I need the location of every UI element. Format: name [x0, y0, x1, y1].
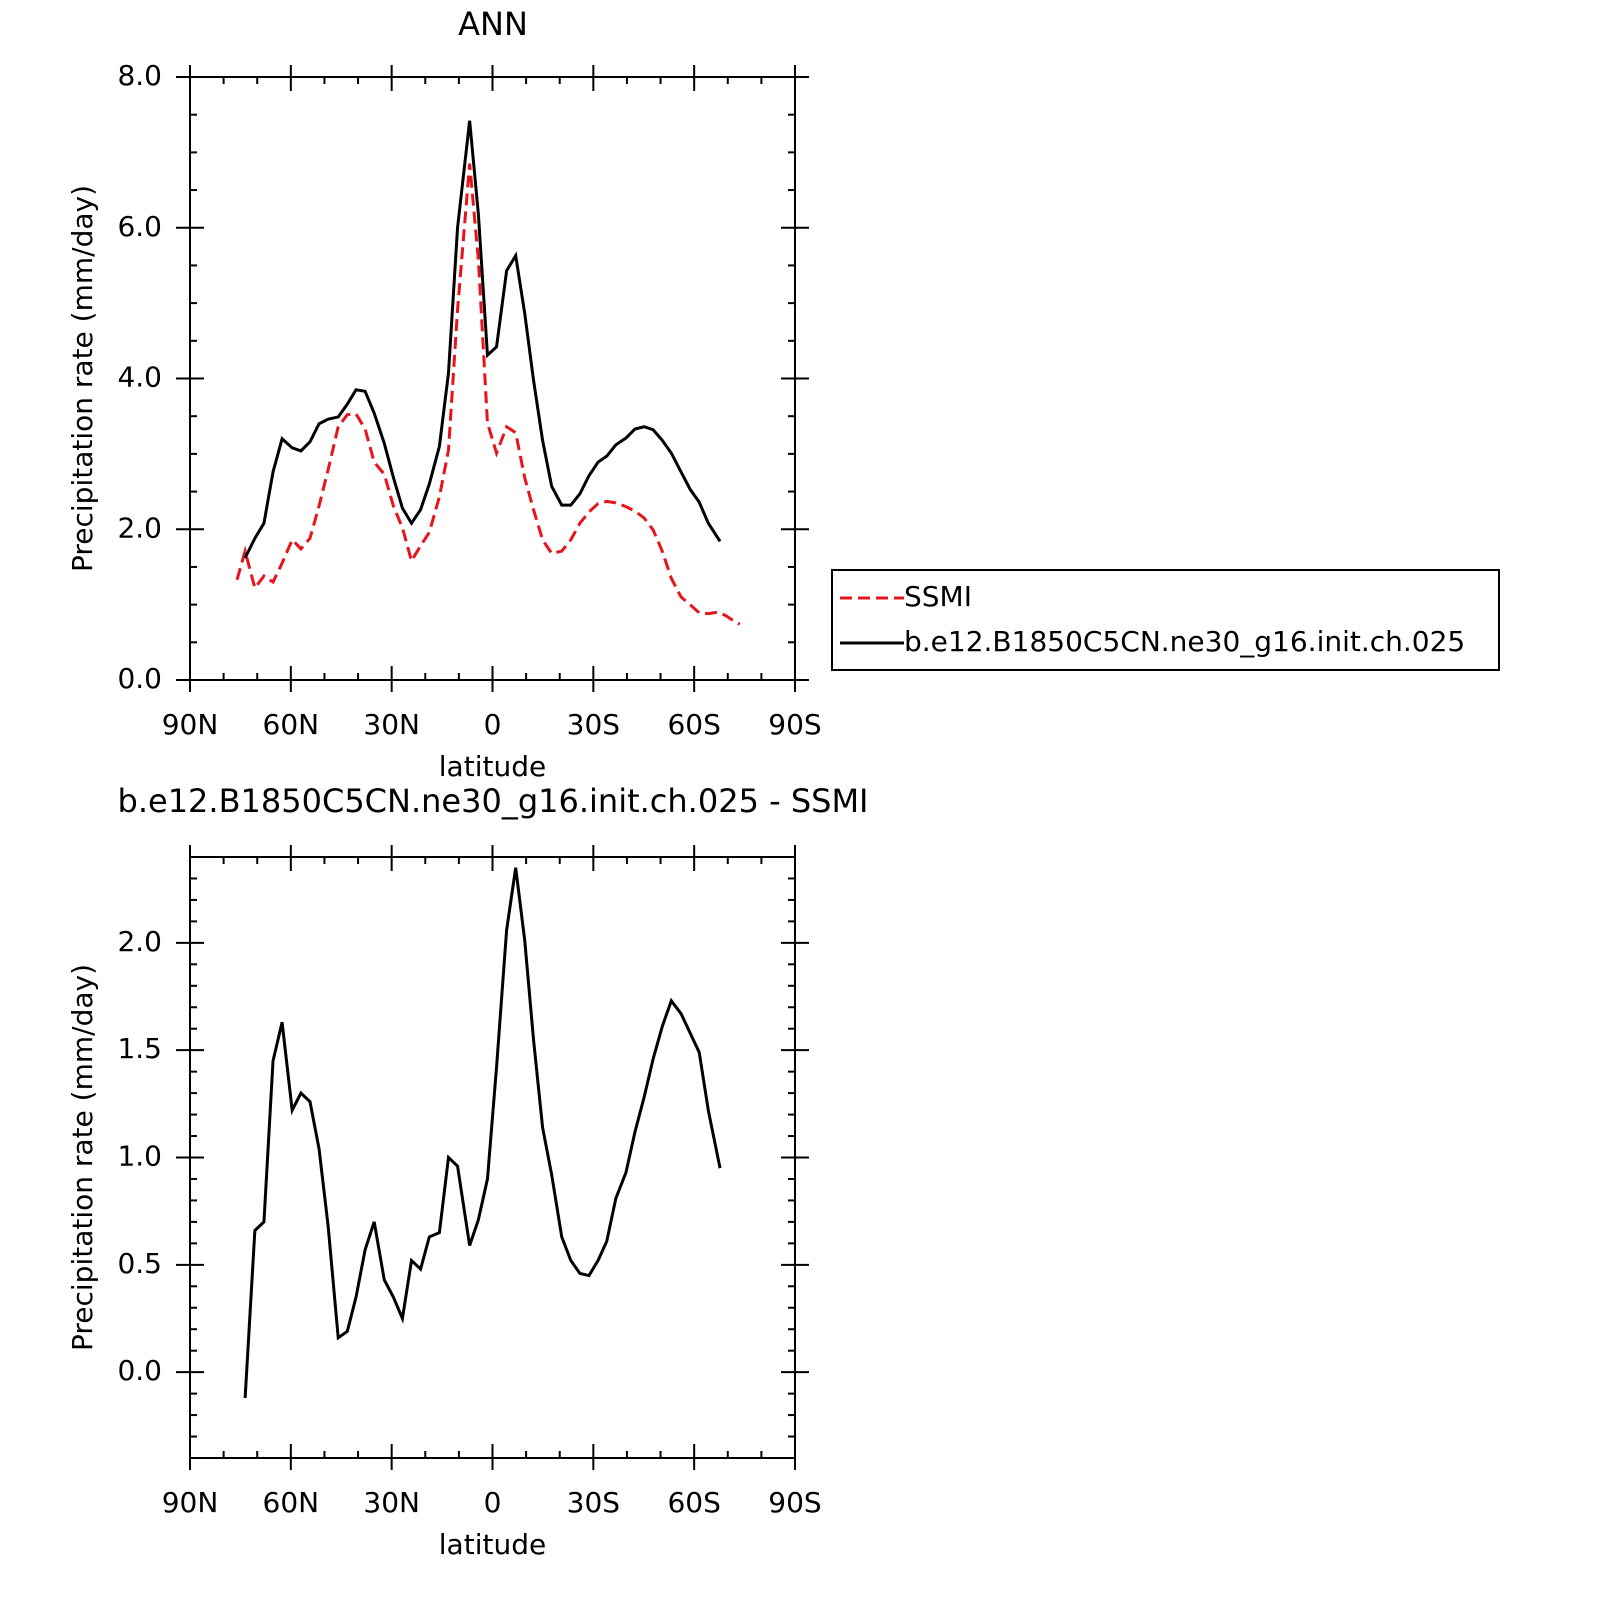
plot-frame: [189, 856, 796, 1459]
x-tick-label: 60N: [263, 1486, 320, 1519]
x-tick-label: 30S: [567, 708, 620, 741]
x-tick-label: 90N: [162, 708, 219, 741]
x-tick-label: 60S: [667, 708, 720, 741]
x-tick-label: 30N: [363, 1486, 420, 1519]
x-tick-label: 90S: [768, 708, 821, 741]
legend-box: [831, 569, 1500, 671]
x-tick-label: 30N: [363, 708, 420, 741]
x-tick-label: 30S: [567, 1486, 620, 1519]
y-axis-label: Precipitation rate (mm/day): [66, 185, 99, 572]
series-line: [243, 867, 722, 1398]
y-tick-label: 1.5: [117, 1032, 162, 1065]
y-axis-label: Precipitation rate (mm/day): [66, 964, 99, 1351]
y-tick-label: 1.0: [117, 1140, 162, 1173]
x-tick-label: 60S: [667, 1486, 720, 1519]
x-tick-label: 0: [484, 708, 502, 741]
chart-title: b.e12.B1850C5CN.ne30_g16.init.ch.025 - S…: [118, 782, 869, 820]
chart-title: ANN: [458, 5, 528, 43]
series-line: [243, 120, 722, 559]
y-tick-label: 6.0: [117, 210, 162, 243]
x-tick-label: 90N: [162, 1486, 219, 1519]
x-axis-label: latitude: [439, 750, 546, 783]
x-tick-label: 60N: [263, 708, 320, 741]
y-tick-label: 2.0: [117, 511, 162, 544]
legend-label: b.e12.B1850C5CN.ne30_g16.init.ch.025: [904, 625, 1465, 658]
plot-frame: [189, 76, 796, 681]
x-tick-label: 0: [484, 1486, 502, 1519]
y-tick-label: 0.0: [117, 1354, 162, 1387]
y-tick-label: 2.0: [117, 925, 162, 958]
y-tick-label: 4.0: [117, 361, 162, 394]
legend-label: SSMI: [904, 580, 972, 613]
x-axis-label: latitude: [439, 1528, 546, 1561]
series-line: [235, 163, 741, 626]
x-tick-label: 90S: [768, 1486, 821, 1519]
y-tick-label: 8.0: [117, 59, 162, 92]
y-tick-label: 0.5: [117, 1247, 162, 1280]
y-tick-label: 0.0: [117, 662, 162, 695]
